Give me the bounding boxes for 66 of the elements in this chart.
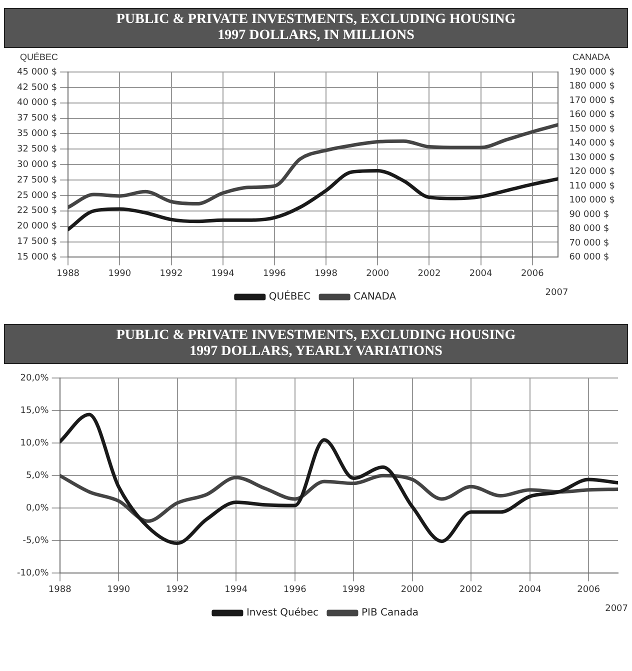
y-tick-label: -10,0% [16,568,50,579]
x-tick-label: 2004 [469,268,493,279]
legend-label: CANADA [354,292,396,303]
y-tick-label: 20 000 $ [17,222,58,232]
x-tick-label: 1994 [224,584,248,595]
x-tick-label: 1988 [56,268,80,279]
y-tick-label: 42 500 $ [17,82,58,93]
legend-label: Invest Québec [246,608,318,619]
x-tick-label: 1994 [211,268,235,279]
legend-label: QUÉBEC [268,290,311,303]
x-tick-label: 2000 [400,584,424,595]
chart-title: PUBLIC & PRIVATE INVESTMENTS, EXCLUDING HOUSING [115,12,517,28]
y-tick-label: 22 500 $ [17,206,58,216]
x-tick-label: 1996 [283,584,307,595]
x-tick-label: 2000 [366,268,390,279]
x-tick-label: 1992 [160,268,183,279]
y-tick-label: 15 000 $ [17,252,58,263]
y2-tick-label: 180 000 $ [569,82,616,92]
y-tick-label: 15,0% [20,406,50,416]
x-tick-label: 2002 [460,584,483,595]
y-tick-label: 25 000 $ [17,190,58,201]
x-tick-label: 1990 [107,584,130,595]
chart-subtitle: 1997 DOLLARS, YEARLY VARIATIONS [188,344,444,360]
y2-tick-label: 160 000 $ [569,110,616,120]
y2-axis-title: CANADA [572,52,610,62]
y-tick-label: 35 000 $ [17,129,58,140]
y2-tick-label: 170 000 $ [569,96,616,106]
y2-tick-label: 80 000 $ [569,224,610,234]
y-tick-label: 20,0% [20,373,50,384]
text: 2007 [545,288,568,298]
y2-tick-label: 190 000 $ [569,67,616,78]
x-tick-label: 1998 [342,584,366,595]
y-axis-title: QUÉBEC [20,52,58,62]
x-tick-label: 2006 [577,584,600,595]
x-tick-label: 1990 [108,268,132,279]
x-tick-label: 1998 [314,268,338,279]
chart-title: PUBLIC & PRIVATE INVESTMENTS, EXCLUDING HOUSING [115,328,517,344]
y-tick-label: 17 500 $ [17,237,58,248]
y2-tick-label: 150 000 $ [569,124,616,134]
y-tick-label: 27 500 $ [17,175,58,186]
chart-subtitle: 1997 DOLLARS, IN MILLIONS [216,28,416,44]
x-tick-label: 1988 [48,584,72,595]
x-tick-label: 1996 [262,268,286,279]
text: 2007 [605,604,628,614]
x-tick-label: 1992 [166,584,189,595]
y-tick-label: 32 500 $ [17,144,58,155]
y-tick-label: 37 500 $ [17,114,58,124]
y2-tick-label: 140 000 $ [569,138,616,149]
y-tick-label: 30 000 $ [17,160,58,170]
y2-tick-label: 120 000 $ [569,167,616,178]
y2-tick-label: 100 000 $ [569,196,616,206]
legend-label: PIB Canada [361,608,419,619]
y2-tick-label: 70 000 $ [569,238,610,248]
y2-tick-label: 90 000 $ [569,210,610,220]
y2-tick-label: 110 000 $ [569,181,616,192]
y-tick-label: 45 000 $ [17,67,58,78]
y-tick-label: 40 000 $ [17,98,58,108]
y-tick-label: 10,0% [20,438,50,448]
y-tick-label: 0,0% [26,503,50,514]
x-tick-label: 2006 [520,268,544,279]
y2-tick-label: 130 000 $ [569,152,616,163]
y-tick-label: 5,0% [26,470,50,481]
y2-tick-label: 60 000 $ [569,252,610,263]
x-tick-label: 2004 [518,584,542,595]
x-tick-label: 2002 [418,268,441,279]
y-tick-label: -5,0% [22,536,50,546]
